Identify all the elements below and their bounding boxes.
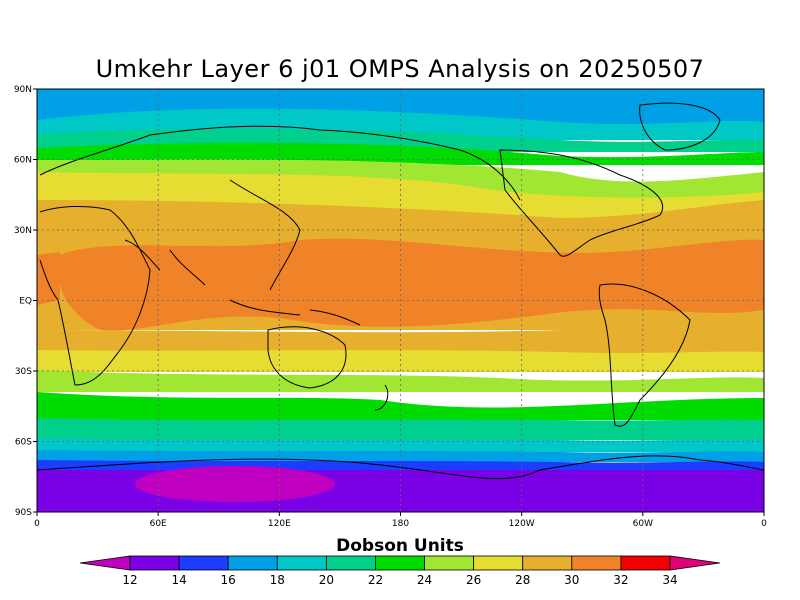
colorbar-swatch [375,555,425,571]
colorbar-swatch [571,555,622,571]
lon-tick-label: 120E [268,519,291,529]
colorbar-tick-label: 12 [122,573,137,587]
lat-tick-label: 90S [15,508,32,518]
colorbar-tick-label: 22 [368,573,383,587]
longitude-labels: 0 60E 120E 180 120W 60W 0 [34,512,767,529]
lat-tick-label: EQ [19,297,32,307]
colorbar-high-triangle [669,555,721,571]
colorbar-swatch [276,555,327,571]
colorbar-tick-label: 20 [319,573,334,587]
colorbar-swatch [620,555,671,571]
colorbar-tick-label: 32 [613,573,628,587]
lon-tick-label: 60W [633,519,653,529]
colorbar: 12 14 16 18 20 22 24 26 28 30 32 34 [79,555,721,587]
colorbar-tick-label: 30 [564,573,579,587]
colorbar-tick-label: 14 [171,573,186,587]
lat-tick-label: 30N [14,226,32,236]
coastlines [37,102,764,480]
colorbar-tick-label: 34 [662,573,677,587]
colorbar-swatch [129,555,180,571]
colorbar-swatch [473,555,524,571]
colorbar-low-triangle [79,555,131,571]
lon-tick-label: 180 [392,519,409,529]
colorbar-tick-label: 18 [270,573,285,587]
colorbar-tick-label: 26 [466,573,481,587]
colorbar-tick-label: 24 [417,573,432,587]
gridlines [37,89,764,512]
colorbar-label: Dobson Units [336,536,464,556]
lat-tick-label: 60N [14,156,32,166]
latitude-labels: 90N 60N 30N EQ 30S 60S 90S [14,85,37,518]
lon-tick-label: 60E [150,519,167,529]
colorbar-swatch [178,555,229,571]
lat-tick-label: 60S [15,438,32,448]
lon-tick-label: 120W [509,519,535,529]
colorbar-tick-label: 16 [221,573,236,587]
colorbar-swatch [424,555,475,571]
lat-tick-label: 30S [15,367,32,377]
lon-tick-label: 0 [761,519,767,529]
map-title: Umkehr Layer 6 j01 OMPS Analysis on 2025… [95,55,705,83]
lat-tick-label: 90N [14,85,32,95]
colorbar-swatch [522,555,573,571]
colorbar-swatch [325,555,376,571]
colorbar-tick-label: 28 [515,573,530,587]
colorbar-swatch [227,555,278,571]
lon-tick-label: 0 [34,519,40,529]
